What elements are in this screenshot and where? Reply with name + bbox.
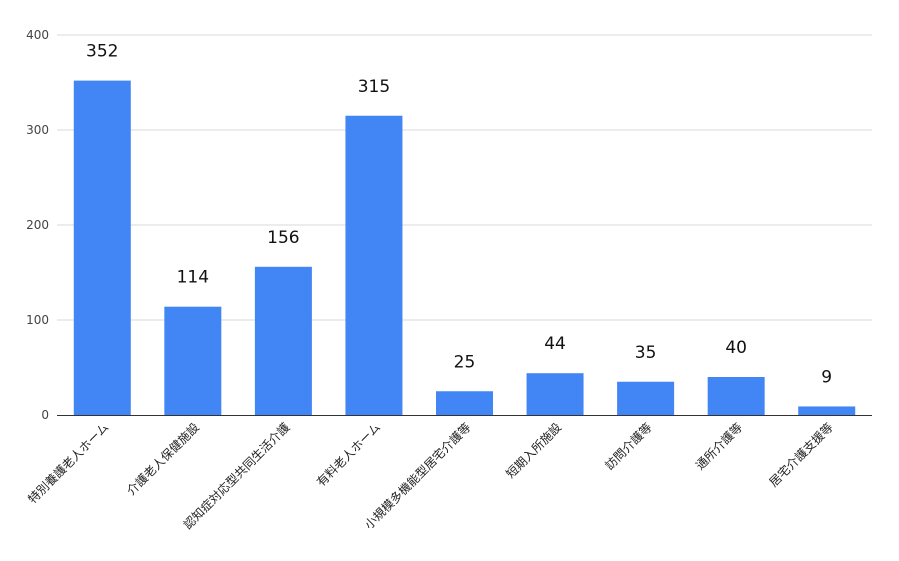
y-tick-label: 200 bbox=[26, 218, 49, 232]
y-tick-label: 0 bbox=[41, 408, 49, 422]
data-labels: 352 114 156 315 25 44 35 40 9 bbox=[86, 42, 832, 388]
bar bbox=[73, 80, 131, 415]
x-tick-label: 短期入所施設 bbox=[503, 420, 565, 482]
bar bbox=[707, 377, 765, 415]
data-label: 25 bbox=[454, 352, 476, 372]
bar bbox=[436, 391, 493, 415]
x-tick-label: 通所介護等 bbox=[692, 420, 745, 473]
x-tick-label: 介護老人保健施設 bbox=[123, 420, 201, 498]
data-label: 315 bbox=[358, 77, 390, 97]
x-tick-label: 有料老人ホーム bbox=[314, 420, 383, 489]
bar bbox=[345, 115, 403, 415]
x-tick-label: 認知症対応型共同生活介護 bbox=[180, 420, 292, 532]
data-label: 35 bbox=[635, 343, 657, 363]
data-label: 352 bbox=[86, 42, 118, 62]
bar bbox=[164, 306, 222, 415]
bar bbox=[526, 373, 584, 415]
x-tick-label: 居宅介護支援等 bbox=[766, 420, 836, 490]
x-tick-label: 小規模多機能型居宅介護等 bbox=[361, 420, 473, 532]
gridlines bbox=[57, 34, 872, 321]
bar bbox=[798, 406, 856, 415]
bar bbox=[617, 381, 675, 415]
data-label: 156 bbox=[267, 228, 299, 248]
data-label: 40 bbox=[725, 338, 747, 358]
bars bbox=[73, 80, 856, 415]
y-tick-label: 100 bbox=[26, 313, 49, 327]
x-tick-label: 特別養護老人ホーム bbox=[25, 420, 112, 507]
data-label: 44 bbox=[544, 334, 566, 354]
data-label: 114 bbox=[177, 268, 209, 288]
x-tick-label: 訪問介護等 bbox=[602, 420, 655, 473]
y-tick-label: 400 bbox=[26, 28, 49, 42]
y-tick-label: 300 bbox=[26, 123, 49, 137]
y-axis-ticks: 0 100 200 300 400 bbox=[26, 28, 49, 422]
bar bbox=[254, 266, 312, 415]
data-label: 9 bbox=[821, 367, 832, 387]
